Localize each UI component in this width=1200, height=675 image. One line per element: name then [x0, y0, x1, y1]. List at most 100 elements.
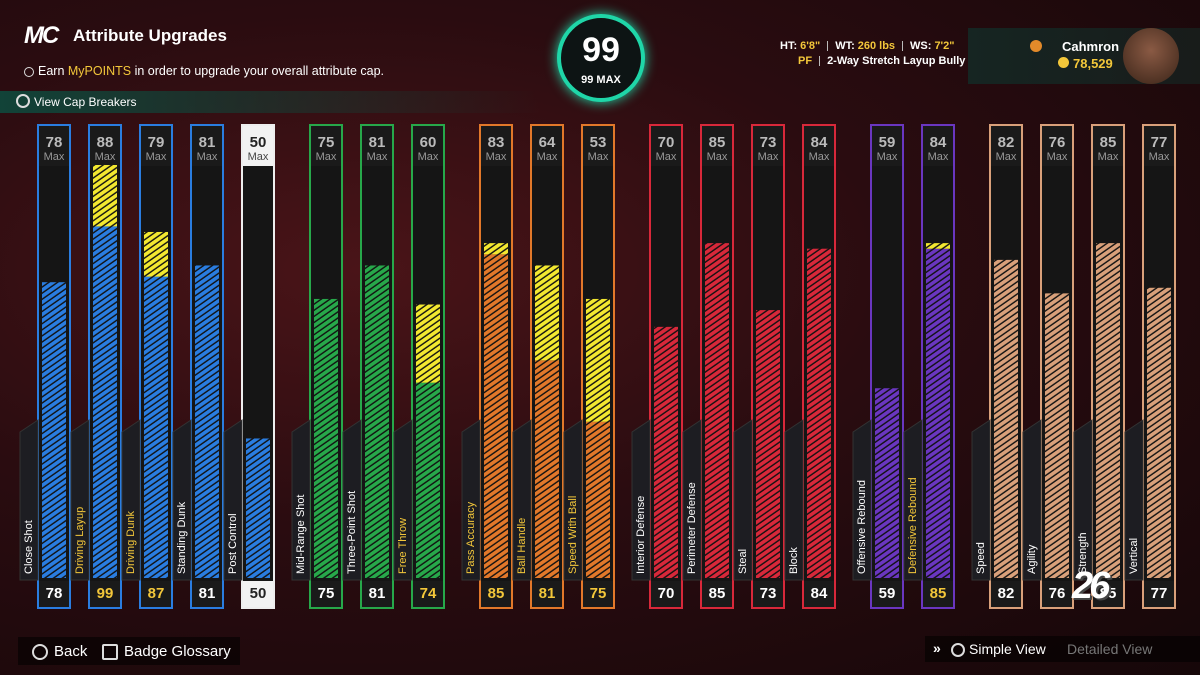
value-box	[413, 581, 443, 607]
max-box	[583, 126, 613, 166]
overall-value: 99	[582, 31, 620, 69]
value-box	[192, 581, 222, 607]
page-title: Attribute Upgrades	[73, 26, 227, 45]
max-label: Max	[146, 151, 167, 163]
attribute-name: Mid-Range Shot	[295, 495, 307, 575]
cap-fill	[246, 438, 270, 578]
current-value: 81	[539, 585, 556, 602]
cap-breakers-label: View Cap Breakers	[34, 95, 137, 109]
detailed-view-button[interactable]: Detailed View	[1067, 641, 1153, 657]
current-value: 73	[760, 585, 777, 602]
max-box	[804, 126, 834, 166]
position: PF	[798, 55, 813, 67]
vc-amount: 78,529	[1073, 56, 1113, 71]
max-box	[532, 126, 562, 166]
overall-ring	[557, 14, 645, 102]
current-value: 81	[199, 585, 216, 602]
upgrade-fill	[926, 243, 950, 249]
max-value: 73	[760, 134, 777, 151]
label-tab	[70, 419, 90, 581]
max-label: Max	[44, 151, 65, 163]
label-tab	[291, 419, 311, 581]
upgrade-fill	[93, 165, 117, 227]
label-tab	[563, 419, 583, 581]
max-box	[753, 126, 783, 166]
cap-fill	[807, 248, 831, 578]
max-label: Max	[928, 151, 949, 163]
max-box	[243, 126, 273, 166]
max-value: 82	[998, 134, 1015, 151]
max-box	[1144, 126, 1174, 166]
value-box	[532, 581, 562, 607]
max-value: 85	[1100, 134, 1117, 151]
attribute-name: Standing Dunk	[176, 501, 188, 574]
label-tab	[121, 419, 141, 581]
logo: MC	[24, 22, 59, 49]
cap-fill	[1147, 287, 1171, 578]
team-icon	[1030, 40, 1042, 52]
max-label: Max	[316, 151, 337, 163]
attribute-name: Pass Accuracy	[465, 501, 477, 574]
game-logo: 26	[1072, 565, 1110, 607]
max-label: Max	[418, 151, 439, 163]
attribute-name: Perimeter Defense	[686, 482, 698, 574]
player-panel: Cahmron 78,529	[968, 28, 1200, 84]
footer-left: Back Badge Glossary	[18, 637, 240, 665]
current-value: 85	[1100, 585, 1117, 602]
separator	[902, 41, 904, 52]
cap-fill	[93, 226, 117, 578]
back-label: Back	[54, 643, 88, 660]
cap-breakers-bar[interactable]: View Cap Breakers	[0, 91, 540, 113]
max-box	[923, 126, 953, 166]
max-value: 84	[811, 134, 828, 151]
max-value: 59	[879, 134, 896, 151]
stat-value: 6'8"	[800, 40, 821, 52]
upgrade-fill	[535, 265, 559, 361]
current-value: 70	[658, 585, 675, 602]
max-label: Max	[1098, 151, 1119, 163]
badge-glossary-button[interactable]: Badge Glossary	[102, 643, 231, 661]
label-tab	[784, 419, 804, 581]
back-button[interactable]: Back	[32, 643, 88, 661]
cap-fill	[42, 282, 66, 578]
info-text: Earn	[38, 64, 68, 78]
max-value: 50	[250, 134, 267, 151]
player-avatar	[1123, 28, 1179, 84]
overall-label: 99 MAX	[581, 74, 621, 86]
cap-fill	[1096, 243, 1120, 578]
current-value: 82	[998, 585, 1015, 602]
max-label: Max	[758, 151, 779, 163]
current-value: 77	[1151, 585, 1168, 602]
max-label: Max	[707, 151, 728, 163]
max-label: Max	[1149, 151, 1170, 163]
max-value: 88	[97, 134, 114, 151]
label-tab	[461, 419, 481, 581]
cap-fill	[535, 360, 559, 578]
info-text: in order to upgrade your overall attribu…	[131, 64, 385, 78]
max-label: Max	[95, 151, 116, 163]
info-line: Earn MyPOINTS in order to upgrade your o…	[24, 64, 384, 78]
label-tab	[903, 419, 923, 581]
simple-view-button[interactable]: Simple View	[951, 641, 1046, 658]
value-box	[141, 581, 171, 607]
max-box	[413, 126, 443, 166]
attribute-name: Three-Point Shot	[346, 491, 358, 574]
attribute-name: Ball Handle	[516, 518, 528, 574]
max-label: Max	[996, 151, 1017, 163]
stat-value: 7'2"	[934, 40, 955, 52]
label-tab	[512, 419, 532, 581]
current-value: 84	[811, 585, 828, 602]
badge-glossary-label: Badge Glossary	[124, 643, 231, 660]
